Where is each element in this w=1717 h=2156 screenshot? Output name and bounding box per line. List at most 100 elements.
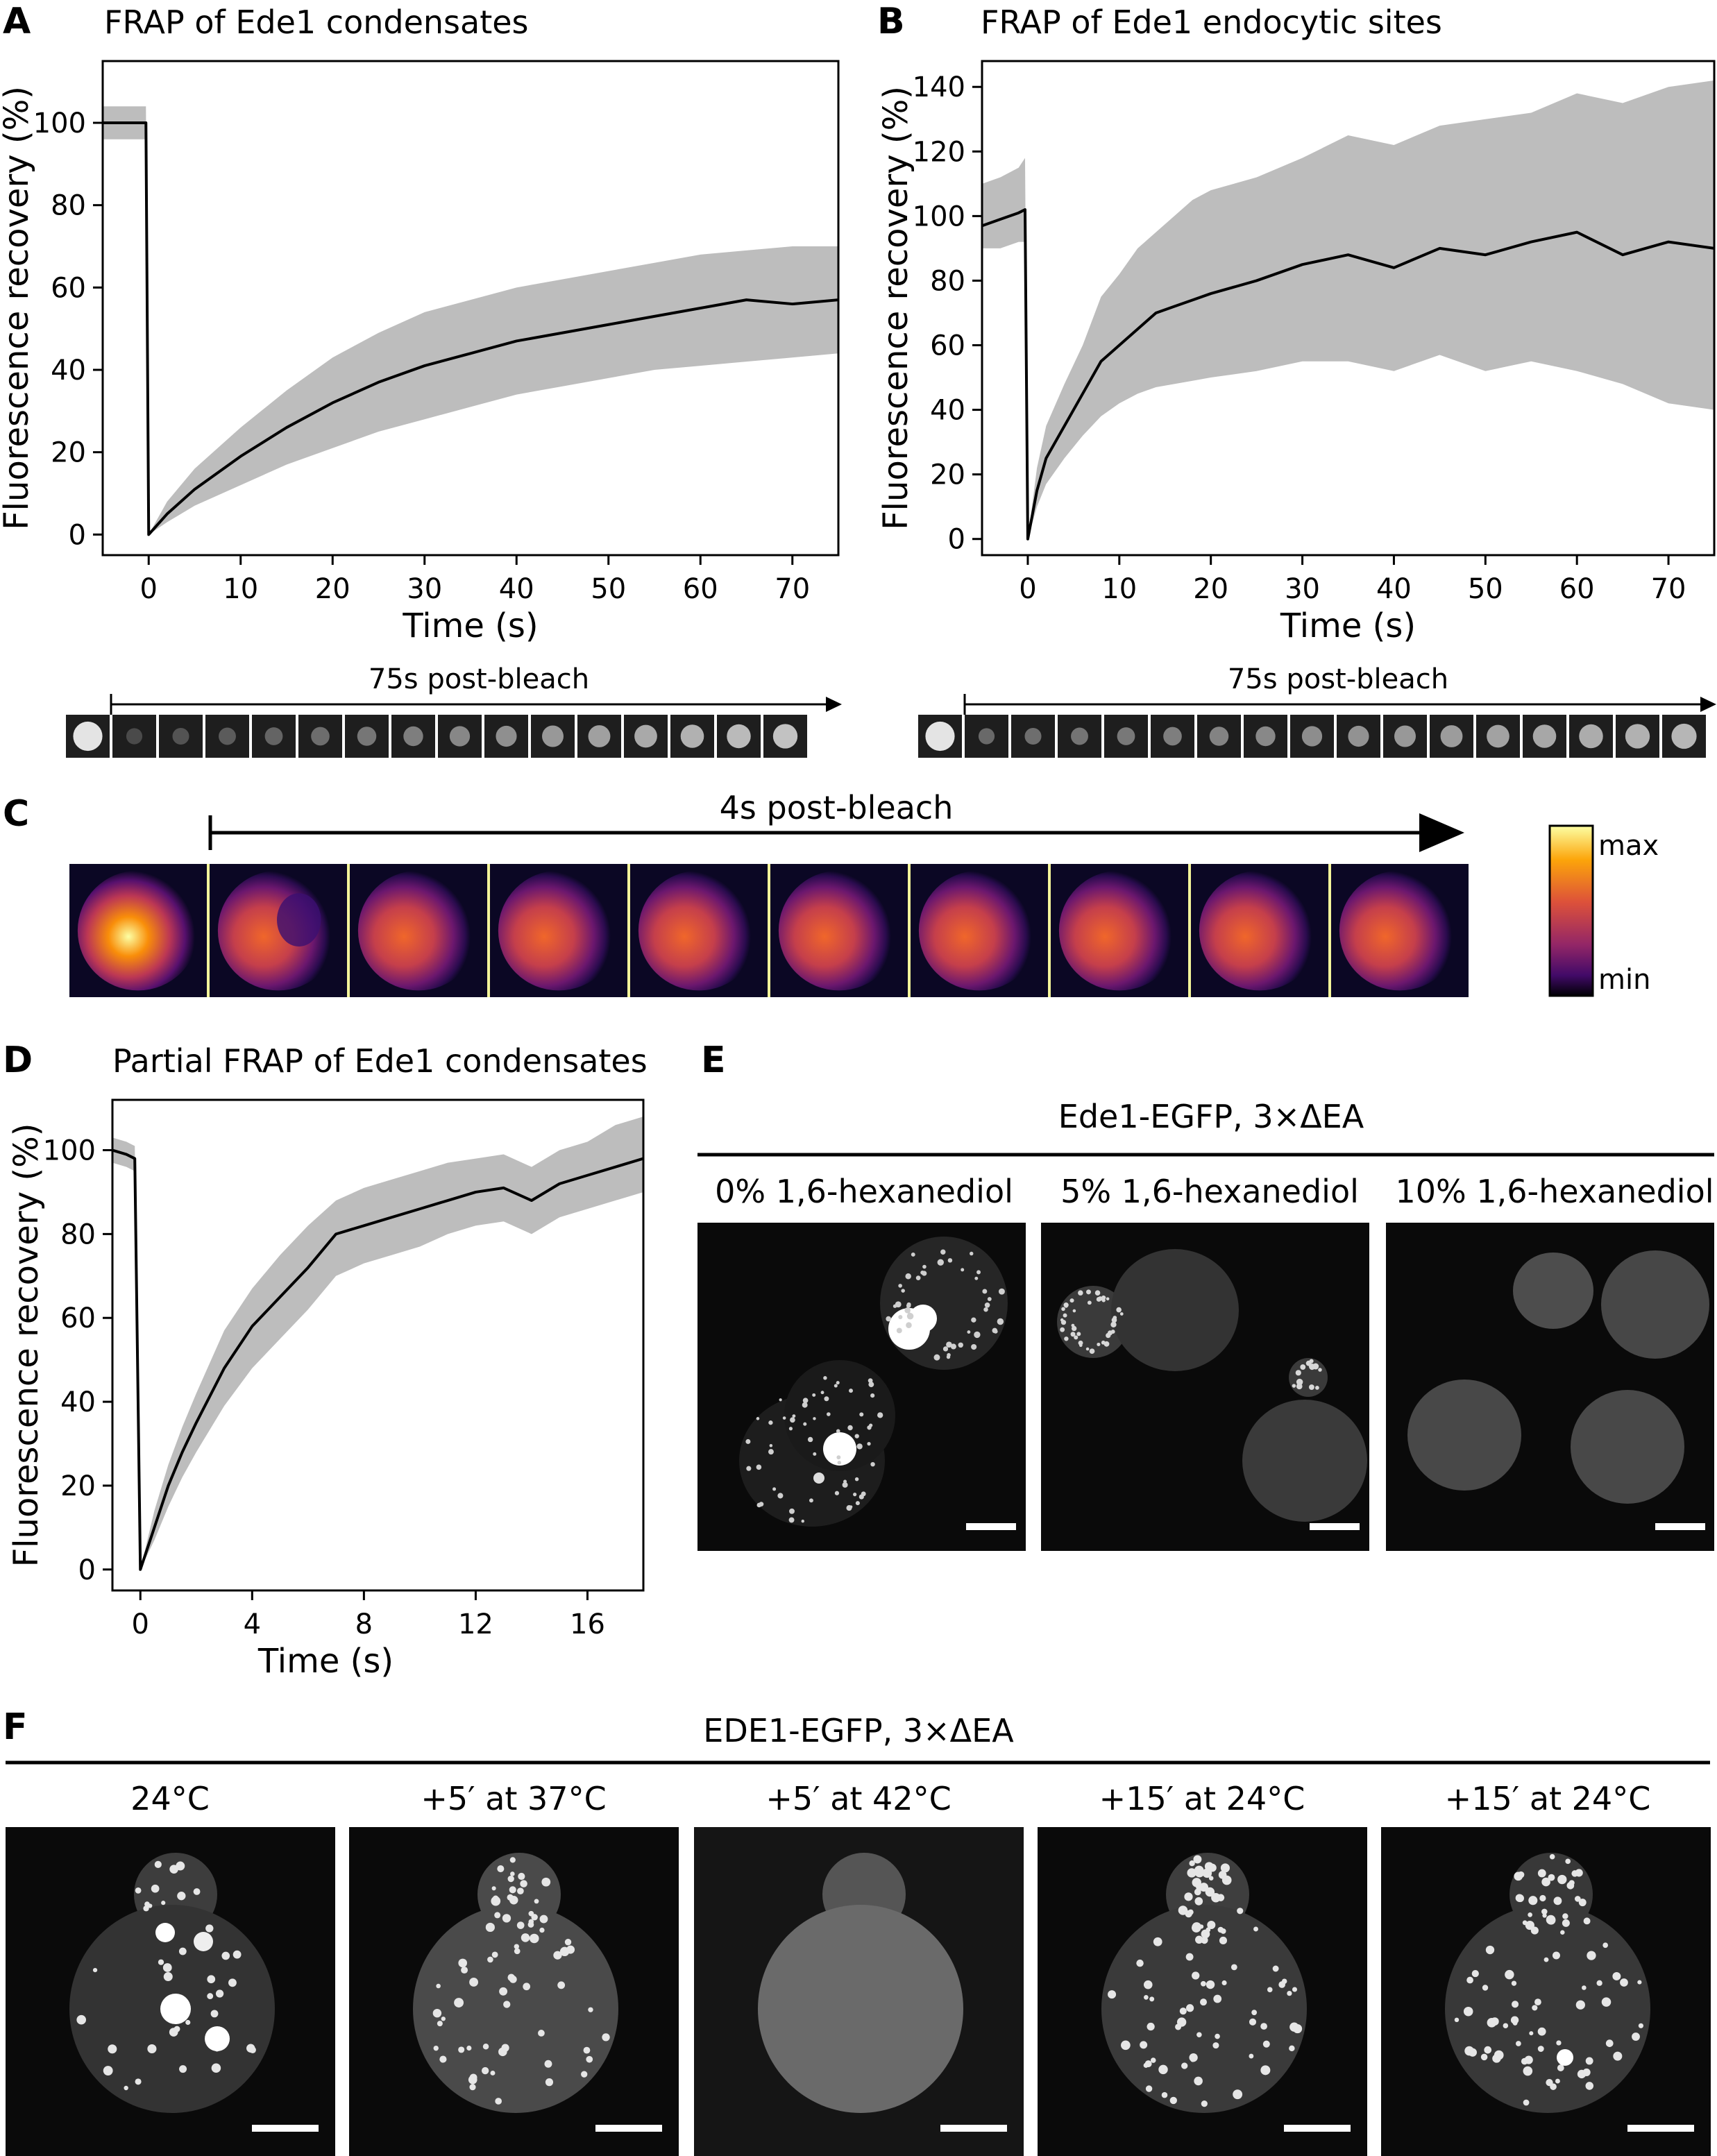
- y-tick-label: 20: [60, 1470, 96, 1502]
- thumbnail-frame: [484, 715, 528, 758]
- colorbar-min-label: min: [1598, 964, 1650, 996]
- condition-label-e-1: 0% 1,6-hexanediol: [715, 1173, 1013, 1210]
- strip-label-a: 75s post-bleach: [369, 663, 589, 695]
- panel-b: B FRAP of Ede1 endocytic sites 0 10 20 30 40…: [877, 1, 1716, 758]
- colorbar: [1548, 824, 1594, 997]
- strip-label-b: 75s post-bleach: [1228, 663, 1448, 695]
- y-tick-label: 80: [60, 1219, 96, 1250]
- scale-bar: [966, 1523, 1016, 1530]
- thumbnail-frame: [1244, 715, 1287, 758]
- thumbnail-frame: [1058, 715, 1101, 758]
- panel-letter-a: A: [3, 1, 31, 42]
- heatmap-frame: [347, 864, 487, 997]
- condition-label-f-5: +15′ at 24°C: [1445, 1780, 1651, 1817]
- panel-letter-d: D: [3, 1039, 33, 1081]
- heatmap-frame: [69, 864, 207, 997]
- thumbnail-frame: [965, 715, 1008, 758]
- y-axis-label: Fluorescence recovery (%): [0, 86, 36, 530]
- thumbnail-frame: [717, 715, 761, 758]
- x-tick-label: 20: [1193, 573, 1228, 605]
- scale-bar: [595, 2125, 662, 2132]
- scale-bar: [1655, 1523, 1705, 1530]
- thumbnail-frame: [763, 715, 807, 758]
- thumbnail-frame: [1523, 715, 1566, 758]
- y-tick-label: 80: [51, 190, 86, 222]
- micrograph-e-5pct: [1041, 1223, 1369, 1551]
- panel-title-b: FRAP of Ede1 endocytic sites: [981, 3, 1442, 41]
- heatmap-frame: [1328, 864, 1469, 997]
- y-tick-label: 0: [948, 524, 965, 556]
- thumbnail-frame: [1011, 715, 1055, 758]
- heatmap-strip-c: [69, 864, 1469, 997]
- thumbnail-frame: [1569, 715, 1613, 758]
- y-tick-label: 100: [913, 201, 965, 232]
- x-axis-label: Time (s): [402, 606, 538, 645]
- heatmap-frame: [487, 864, 627, 997]
- y-tick-label: 40: [60, 1386, 96, 1418]
- x-tick-label: 70: [775, 573, 810, 605]
- y-tick-label: 140: [913, 71, 965, 103]
- x-tick-label: 12: [458, 1608, 493, 1640]
- header-e: Ede1-EGFP, 3×ΔEA: [1058, 1098, 1364, 1135]
- chart-a: 0 10 20 30 40 50 60 70 0 20 40 60 80 100 Time (s) Fluor…: [0, 60, 840, 645]
- thumbnail-frame: [438, 715, 482, 758]
- x-tick-label: 10: [1101, 573, 1137, 605]
- strip-arrowhead-a: [826, 697, 842, 712]
- recovery-line: [103, 121, 838, 536]
- micrograph-e-0pct: [697, 1223, 1026, 1551]
- y-tick-label: 20: [51, 437, 86, 469]
- x-tick-label: 8: [355, 1608, 373, 1640]
- x-tick-label: 30: [407, 573, 442, 605]
- thumbnail-frame: [159, 715, 203, 758]
- panel-f: F EDE1-EGFP, 3×ΔEA 24°C +5′ at 37°C +5′ …: [3, 1706, 1711, 2156]
- header-f: EDE1-EGFP, 3×ΔEA: [703, 1712, 1014, 1749]
- thumbnail-frame: [1104, 715, 1148, 758]
- micrograph-f-5: [1381, 1827, 1711, 2156]
- error-band: [103, 106, 838, 535]
- heatmap-frame: [207, 864, 347, 997]
- thumbnail-frame: [345, 715, 389, 758]
- thumbnail-frame: [66, 715, 110, 758]
- heatmap-frame: [1048, 864, 1188, 997]
- y-tick-label: 60: [930, 330, 965, 362]
- heatmap-frame: [1188, 864, 1328, 997]
- condition-label-f-3: +5′ at 42°C: [766, 1780, 951, 1817]
- x-tick-label: 40: [1376, 573, 1412, 605]
- x-tick-label: 70: [1651, 573, 1686, 605]
- scale-bar: [1310, 1523, 1360, 1530]
- y-tick-label: 40: [930, 395, 965, 427]
- x-tick-label: 50: [591, 573, 626, 605]
- thumbnail-frame: [205, 715, 249, 758]
- x-tick-label: 0: [1019, 573, 1036, 605]
- thumbnail-strip-a: [66, 715, 807, 758]
- condition-label-f-2: +5′ at 37°C: [421, 1780, 606, 1817]
- micrograph-f-3: [694, 1827, 1024, 2156]
- panel-title-d: Partial FRAP of Ede1 condensates: [112, 1042, 648, 1080]
- micrograph-f-4: [1038, 1827, 1367, 2156]
- plot-frame: [981, 60, 1716, 557]
- timecourse-arrowhead-c: [1419, 813, 1464, 852]
- thumbnail-frame: [1151, 715, 1194, 758]
- recovery-line: [982, 208, 1714, 541]
- x-axis-label: Time (s): [257, 1642, 394, 1681]
- x-tick-label: 60: [1559, 573, 1595, 605]
- heatmap-frame: [768, 864, 908, 997]
- panel-letter-f: F: [3, 1706, 28, 1748]
- thumbnail-frame: [112, 715, 156, 758]
- y-tick-label: 0: [69, 519, 86, 551]
- y-tick-label: 40: [51, 355, 86, 387]
- x-tick-label: 40: [499, 573, 534, 605]
- x-tick-label: 16: [570, 1608, 605, 1640]
- y-tick-label: 0: [78, 1554, 96, 1586]
- thumbnail-frame: [577, 715, 621, 758]
- thumbnail-frame: [918, 715, 962, 758]
- thumbnail-strip-b: [918, 715, 1706, 758]
- thumbnail-frame: [252, 715, 296, 758]
- chart-d: 0 4 8 12 16 0 20 40 60 80 100 Time (s) Fluorescence …: [7, 1098, 645, 1681]
- scale-bar: [1627, 2125, 1694, 2132]
- x-tick-label: 0: [132, 1608, 149, 1640]
- thumbnail-frame: [298, 715, 342, 758]
- x-tick-label: 50: [1468, 573, 1503, 605]
- panel-letter-c: C: [3, 793, 29, 835]
